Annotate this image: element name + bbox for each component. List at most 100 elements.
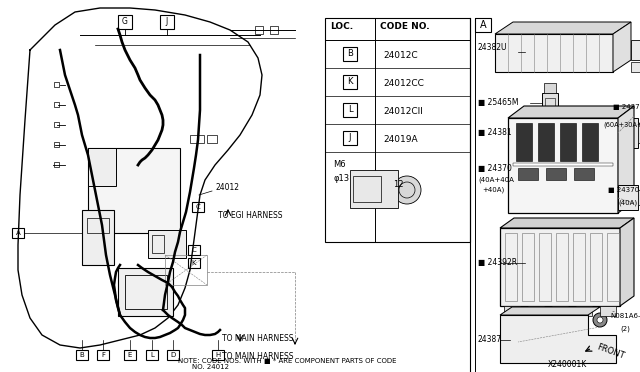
- Bar: [631, 62, 640, 72]
- Text: φ13: φ13: [333, 174, 349, 183]
- Text: ■ 24370+A: ■ 24370+A: [613, 104, 640, 110]
- Bar: [573, 233, 585, 301]
- Text: TO MAIN HARNESS: TO MAIN HARNESS: [222, 334, 294, 343]
- Polygon shape: [500, 307, 600, 315]
- Bar: [325, 18, 470, 242]
- Text: TO MAIN HARNESS: TO MAIN HARNESS: [222, 352, 294, 361]
- Bar: [160, 15, 174, 29]
- Text: 24012CC: 24012CC: [383, 78, 424, 87]
- Bar: [343, 75, 357, 89]
- Circle shape: [551, 181, 575, 205]
- Bar: [500, 228, 620, 306]
- Bar: [560, 123, 576, 161]
- Text: (2): (2): [620, 325, 630, 331]
- Bar: [504, 306, 520, 316]
- Bar: [125, 275, 167, 309]
- Bar: [495, 34, 613, 72]
- Text: X240001K: X240001K: [548, 360, 588, 369]
- Text: 24012C: 24012C: [383, 51, 418, 60]
- Text: B: B: [347, 49, 353, 58]
- Bar: [590, 233, 602, 301]
- Bar: [631, 40, 640, 60]
- Bar: [188, 258, 200, 268]
- Circle shape: [593, 313, 607, 327]
- Bar: [513, 163, 613, 166]
- Text: ■ 24370+B: ■ 24370+B: [608, 187, 640, 193]
- Text: 24019A: 24019A: [383, 135, 418, 144]
- Bar: [165, 255, 207, 285]
- Bar: [475, 18, 491, 32]
- Circle shape: [84, 219, 90, 225]
- Bar: [582, 123, 598, 161]
- Bar: [54, 122, 59, 127]
- Text: B: B: [79, 352, 84, 358]
- Text: L: L: [348, 106, 352, 115]
- Bar: [522, 233, 534, 301]
- Bar: [539, 233, 551, 301]
- Circle shape: [84, 239, 90, 245]
- Text: A: A: [480, 20, 486, 30]
- Text: J: J: [349, 134, 351, 142]
- Bar: [538, 123, 554, 161]
- Text: F: F: [101, 352, 105, 358]
- Text: Ñ081A6-6122A: Ñ081A6-6122A: [610, 312, 640, 319]
- Bar: [188, 245, 200, 255]
- Text: M6: M6: [333, 160, 346, 169]
- Polygon shape: [508, 106, 634, 118]
- Bar: [544, 83, 556, 93]
- Bar: [552, 306, 568, 316]
- Bar: [576, 306, 592, 316]
- Bar: [546, 168, 566, 180]
- Polygon shape: [613, 22, 631, 72]
- Polygon shape: [620, 218, 634, 306]
- Circle shape: [84, 249, 90, 255]
- Text: D: D: [170, 352, 175, 358]
- Circle shape: [393, 176, 421, 204]
- Text: 24382U: 24382U: [478, 42, 508, 51]
- Bar: [54, 82, 59, 87]
- Bar: [192, 202, 204, 212]
- Bar: [556, 233, 568, 301]
- Text: 12: 12: [393, 180, 403, 189]
- Circle shape: [597, 317, 603, 323]
- Text: C: C: [191, 247, 196, 253]
- Bar: [255, 26, 263, 34]
- Text: TO EGI HARNESS: TO EGI HARNESS: [218, 211, 282, 219]
- Text: FRONT: FRONT: [595, 342, 625, 360]
- Bar: [190, 135, 204, 143]
- Bar: [148, 230, 186, 258]
- Bar: [528, 306, 544, 316]
- Bar: [505, 233, 517, 301]
- Text: ■ 24392R: ■ 24392R: [478, 259, 517, 267]
- Bar: [270, 26, 278, 34]
- Polygon shape: [500, 315, 616, 363]
- Text: E: E: [128, 352, 132, 358]
- Circle shape: [84, 229, 90, 235]
- Text: ■ 24370: ■ 24370: [478, 164, 512, 173]
- Bar: [542, 93, 558, 119]
- Text: (60A+30A+30A): (60A+30A+30A): [603, 122, 640, 128]
- Polygon shape: [618, 106, 634, 213]
- Bar: [12, 228, 24, 238]
- Text: LOC.: LOC.: [330, 22, 353, 31]
- Text: CODE NO.: CODE NO.: [380, 22, 429, 31]
- Bar: [207, 135, 217, 143]
- Text: ■ 25465M: ■ 25465M: [478, 99, 518, 108]
- Bar: [152, 235, 164, 253]
- Text: 24012CII: 24012CII: [383, 106, 423, 115]
- Text: NO. 24012: NO. 24012: [192, 364, 229, 370]
- Bar: [124, 350, 136, 360]
- Bar: [146, 350, 158, 360]
- Bar: [76, 350, 88, 360]
- Text: (40A+40A: (40A+40A: [478, 177, 514, 183]
- Bar: [54, 162, 59, 167]
- Bar: [574, 168, 594, 180]
- Text: J: J: [166, 17, 168, 26]
- Text: NOTE: CODE NOS. WITH ■ * ARE COMPONENT PARTS OF CODE: NOTE: CODE NOS. WITH ■ * ARE COMPONENT P…: [178, 358, 397, 364]
- Bar: [88, 148, 116, 186]
- Bar: [54, 142, 59, 147]
- Bar: [545, 98, 555, 114]
- Bar: [638, 190, 640, 205]
- Bar: [88, 148, 180, 233]
- Bar: [508, 118, 618, 213]
